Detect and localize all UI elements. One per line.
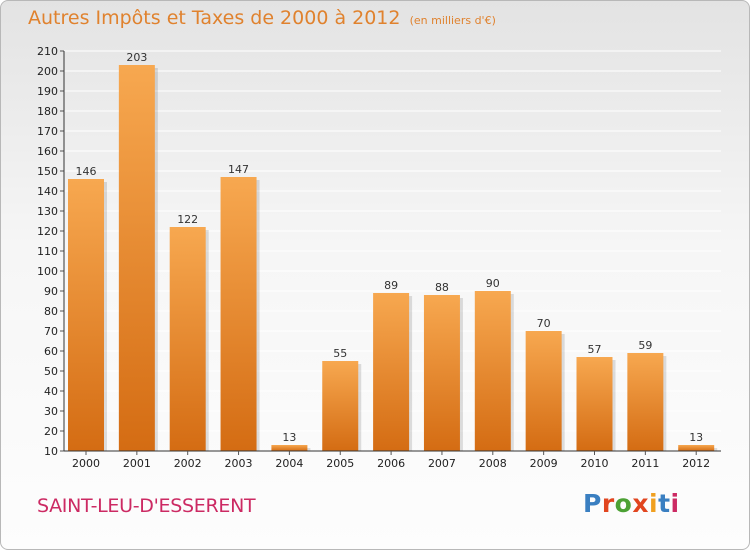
logo-letter: r: [601, 489, 615, 518]
chart-unit: (en milliers d'€): [409, 14, 496, 27]
y-tick-label: 180: [37, 105, 58, 118]
y-tick-label: 80: [44, 305, 58, 318]
x-tick-label: 2010: [581, 457, 609, 470]
bars: [68, 65, 718, 451]
x-tick-label: 2005: [326, 457, 354, 470]
bar: [525, 331, 562, 451]
x-tick-label: 2012: [682, 457, 710, 470]
x-tick-label: 2006: [377, 457, 405, 470]
x-tick-label: 2000: [72, 457, 100, 470]
data-label: 70: [537, 317, 551, 330]
data-label: 89: [384, 279, 398, 292]
logo-letter: i: [670, 489, 680, 518]
data-labels: 146 203 122 147 13 55 89 88 90 70 57 59 13: [76, 51, 704, 444]
bar: [627, 353, 664, 451]
bar: [68, 179, 104, 451]
chart-title-text: Autres Impôts et Taxes de 2000 à 2012: [28, 7, 401, 29]
y-tick-label: 10: [44, 445, 58, 458]
y-tick-label: 140: [37, 185, 58, 198]
y-tick-label: 160: [37, 145, 58, 158]
y-tick-label: 210: [37, 45, 58, 58]
axes: 10 20 30 40 50 60 70 80 90 100 110 120 130 140 150 160 1…: [37, 45, 721, 470]
y-tick-label: 50: [44, 365, 58, 378]
y-tick-label: 30: [44, 405, 58, 418]
bar: [678, 445, 715, 451]
commune-name: SAINT-LEU-D'ESSERENT: [37, 495, 256, 517]
y-tick-label: 70: [44, 325, 58, 338]
y-tick-label: 150: [37, 165, 58, 178]
logo-letter: i: [649, 489, 659, 518]
data-label: 13: [282, 431, 296, 444]
y-tick-label: 120: [37, 225, 58, 238]
bar: [169, 227, 206, 451]
bar: [118, 65, 155, 451]
bar: [423, 295, 460, 451]
chart-title: Autres Impôts et Taxes de 2000 à 2012 (e…: [28, 7, 496, 29]
x-tick-label: 2003: [225, 457, 253, 470]
x-tick-label: 2009: [530, 457, 558, 470]
bar: [271, 445, 308, 451]
y-tick-label: 200: [37, 65, 58, 78]
data-label: 57: [588, 343, 602, 356]
data-label: 13: [689, 431, 703, 444]
bar: [576, 357, 613, 451]
y-tick-label: 110: [37, 245, 58, 258]
data-label: 147: [228, 163, 249, 176]
x-tick-label: 2004: [275, 457, 303, 470]
x-tick-label: 2001: [123, 457, 151, 470]
logo-letter: o: [614, 489, 633, 518]
data-label: 203: [126, 51, 147, 64]
y-tick-label: 20: [44, 425, 58, 438]
y-tick-label: 170: [37, 125, 58, 138]
data-label: 90: [486, 277, 500, 290]
bar: [220, 177, 257, 451]
logo-letter: x: [632, 489, 649, 518]
y-tick-label: 40: [44, 385, 58, 398]
bar: [322, 361, 359, 451]
y-tick-label: 130: [37, 205, 58, 218]
x-tick-label: 2002: [174, 457, 202, 470]
proxiti-logo: Proxiti: [583, 489, 680, 518]
data-label: 146: [76, 165, 97, 178]
y-tick-label: 100: [37, 265, 58, 278]
y-tick-label: 60: [44, 345, 58, 358]
logo-letter: t: [658, 489, 671, 518]
logo-letter: P: [583, 489, 602, 518]
x-tick-label: 2008: [479, 457, 507, 470]
x-tick-label: 2007: [428, 457, 456, 470]
data-label: 88: [435, 281, 449, 294]
bar-chart: 10 20 30 40 50 60 70 80 90 100 110 120 130 140 150 160 1…: [37, 45, 721, 470]
x-tick-label: 2011: [631, 457, 659, 470]
y-tick-label: 90: [44, 285, 58, 298]
bar: [474, 291, 511, 451]
y-tick-label: 190: [37, 85, 58, 98]
bar: [373, 293, 410, 451]
data-label: 122: [177, 213, 198, 226]
data-label: 59: [638, 339, 652, 352]
data-label: 55: [333, 347, 347, 360]
